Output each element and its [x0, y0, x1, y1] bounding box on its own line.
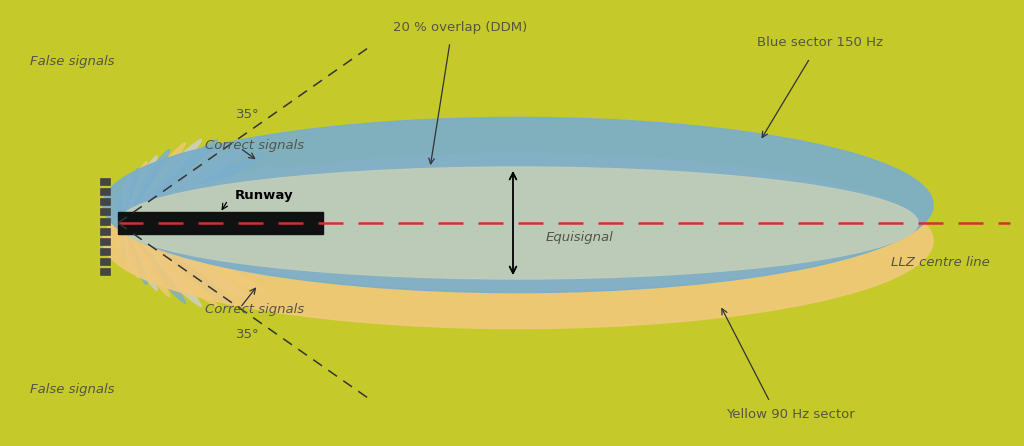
Bar — [100, 218, 110, 225]
Text: Blue sector 150 Hz: Blue sector 150 Hz — [757, 36, 883, 49]
Bar — [100, 178, 110, 185]
Bar — [100, 198, 110, 205]
Ellipse shape — [118, 204, 307, 226]
Ellipse shape — [118, 223, 250, 299]
Ellipse shape — [118, 223, 147, 285]
Text: 35°: 35° — [237, 329, 260, 342]
Text: Yellow 90 Hz sector: Yellow 90 Hz sector — [726, 409, 854, 421]
Ellipse shape — [118, 155, 158, 223]
Text: False signals: False signals — [30, 384, 115, 396]
Text: Correct signals: Correct signals — [206, 303, 304, 317]
Ellipse shape — [118, 142, 185, 223]
Ellipse shape — [118, 139, 218, 223]
Bar — [100, 248, 110, 255]
Ellipse shape — [103, 153, 933, 329]
Ellipse shape — [117, 223, 125, 260]
Ellipse shape — [118, 190, 300, 224]
Ellipse shape — [118, 161, 147, 223]
Ellipse shape — [118, 176, 290, 224]
Ellipse shape — [118, 141, 234, 223]
Text: Runway: Runway — [234, 189, 294, 202]
Ellipse shape — [118, 223, 265, 292]
Text: False signals: False signals — [30, 55, 115, 69]
Ellipse shape — [118, 223, 138, 277]
Ellipse shape — [118, 223, 185, 304]
Bar — [118, 212, 323, 234]
Text: LLZ centre line: LLZ centre line — [891, 256, 990, 268]
Bar — [100, 208, 110, 215]
Bar — [100, 228, 110, 235]
Bar — [100, 268, 110, 275]
Ellipse shape — [103, 117, 933, 293]
Ellipse shape — [118, 223, 278, 282]
Ellipse shape — [118, 222, 300, 256]
Ellipse shape — [118, 220, 307, 242]
Bar — [100, 188, 110, 195]
Ellipse shape — [118, 154, 265, 223]
Ellipse shape — [118, 223, 131, 269]
Text: 20 % overlap (DDM): 20 % overlap (DDM) — [393, 21, 527, 34]
Ellipse shape — [118, 223, 202, 306]
Ellipse shape — [118, 223, 170, 297]
Ellipse shape — [118, 177, 131, 223]
Ellipse shape — [118, 222, 290, 270]
Ellipse shape — [117, 186, 125, 223]
Ellipse shape — [118, 169, 138, 223]
Text: Correct signals: Correct signals — [206, 139, 304, 152]
Ellipse shape — [118, 223, 234, 305]
Ellipse shape — [118, 149, 170, 223]
Ellipse shape — [118, 223, 158, 291]
Ellipse shape — [118, 147, 250, 223]
Ellipse shape — [118, 167, 918, 279]
Ellipse shape — [117, 193, 122, 223]
Text: Equisignal: Equisignal — [546, 231, 613, 244]
Text: 35°: 35° — [237, 108, 260, 121]
Bar — [100, 258, 110, 265]
Bar — [100, 238, 110, 245]
Ellipse shape — [118, 164, 278, 223]
Ellipse shape — [117, 223, 122, 253]
Ellipse shape — [118, 140, 202, 223]
Ellipse shape — [118, 223, 218, 307]
